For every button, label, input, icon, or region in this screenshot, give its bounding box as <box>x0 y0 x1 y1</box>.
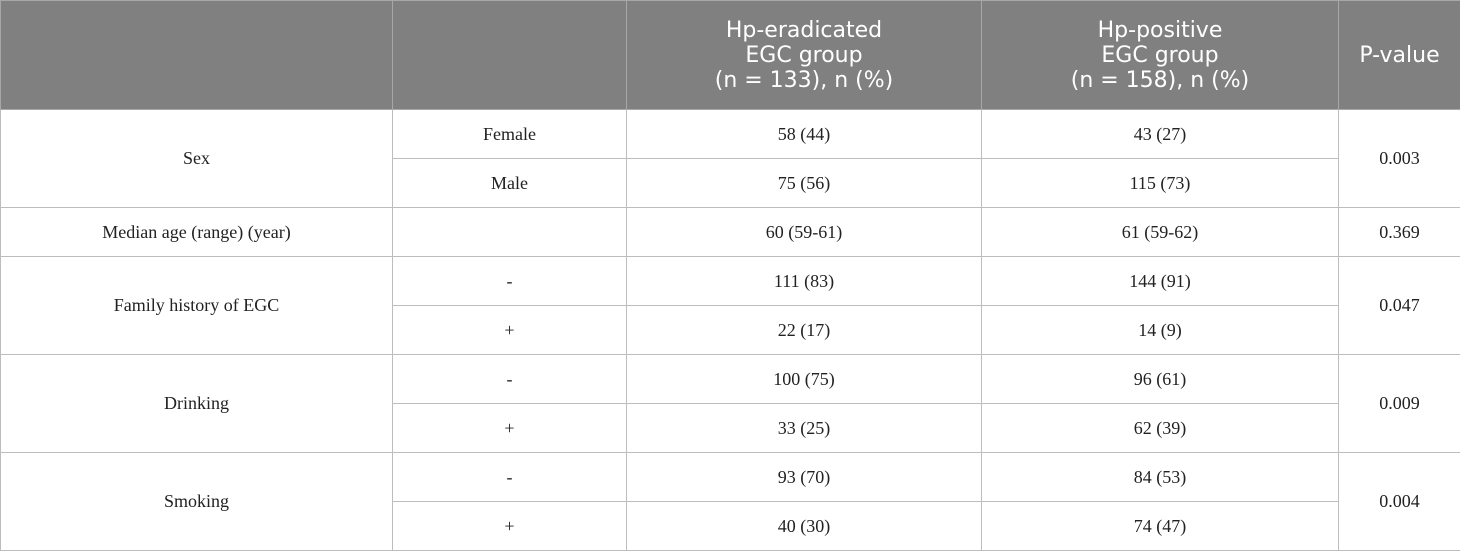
level-cell: Female <box>392 109 627 159</box>
level-cell: Male <box>392 158 627 208</box>
eradicated-cell: 75 (56) <box>626 158 982 208</box>
positive-cell: 14 (9) <box>981 305 1339 355</box>
table-row: Median age (range) (year) 60 (59-61) 61 (5… <box>0 207 1460 257</box>
table-row: Male 75 (56) 115 (73) <box>1 158 1460 208</box>
positive-cell: 115 (73) <box>981 158 1339 208</box>
level-cell: + <box>392 403 627 453</box>
eradicated-cell: 33 (25) <box>626 403 982 453</box>
level-cell <box>392 207 627 257</box>
table-body: Sex Female 58 (44) 43 (27) 0.003 Male 75 (56) 1… <box>0 109 1460 551</box>
group-label: Family history of EGC <box>0 256 393 355</box>
positive-cell: 96 (61) <box>981 354 1339 404</box>
table-row: +40 (30) 74 (47) <box>1 501 1460 551</box>
positive-cell: 43 (27) <box>981 109 1339 159</box>
header-line: Hp-eradicated <box>725 17 883 43</box>
eradicated-cell: 111 (83) <box>626 256 982 306</box>
group-label: Median age (range) (year) <box>0 207 393 257</box>
header-line: (n = 158), n (%) <box>1070 67 1250 93</box>
group-label: Sex <box>0 109 393 208</box>
positive-cell: 144 (91) <box>981 256 1339 306</box>
header-line: EGC group <box>745 42 863 68</box>
table-row: Family history of EGC -111 (83) 144 (91) 0.… <box>0 256 1460 355</box>
header-line: Hp-positive <box>1097 17 1223 43</box>
eradicated-cell: 60 (59-61) <box>626 207 982 257</box>
eradicated-cell: 40 (30) <box>626 501 982 551</box>
header-row: Hp-eradicated EGC group (n = 133), n (%) H… <box>0 0 1460 110</box>
table-row: Sex Female 58 (44) 43 (27) 0.003 <box>0 109 1460 208</box>
header-cell <box>0 0 393 110</box>
header-cell <box>392 0 627 110</box>
table-row: Smoking -93 (70) 84 (53) 0.004 <box>0 452 1460 551</box>
table-row: +22 (17) 14 (9) <box>1 305 1460 355</box>
eradicated-cell: 22 (17) <box>626 305 982 355</box>
level-cell: + <box>392 501 627 551</box>
header-line: EGC group <box>1101 42 1219 68</box>
positive-cell: 61 (59-62) <box>981 207 1339 257</box>
group-label: Smoking <box>0 452 393 551</box>
level-cell: - <box>392 256 627 306</box>
positive-cell: 74 (47) <box>981 501 1339 551</box>
eradicated-cell: 100 (75) <box>626 354 982 404</box>
p-value-cell: 0.047 <box>1338 256 1460 355</box>
header-cell: Hp-positive EGC group (n = 158), n (%) <box>981 0 1339 110</box>
p-value-cell: 0.369 <box>1338 207 1460 257</box>
p-value-cell: 0.004 <box>1338 452 1460 551</box>
level-cell: + <box>392 305 627 355</box>
header-cell: Hp-eradicated EGC group (n = 133), n (%) <box>626 0 982 110</box>
level-cell: - <box>392 354 627 404</box>
level-cell: - <box>392 452 627 502</box>
p-value-cell: 0.009 <box>1338 354 1460 453</box>
positive-cell: 62 (39) <box>981 403 1339 453</box>
header-cell: P-value <box>1338 0 1460 110</box>
group-label: Drinking <box>0 354 393 453</box>
positive-cell: 84 (53) <box>981 452 1339 502</box>
table-row: +33 (25) 62 (39) <box>1 403 1460 453</box>
header-line: (n = 133), n (%) <box>714 67 894 93</box>
eradicated-cell: 93 (70) <box>626 452 982 502</box>
table-row: Drinking -100 (75) 96 (61) 0.009 <box>0 354 1460 453</box>
eradicated-cell: 58 (44) <box>626 109 982 159</box>
p-value-cell: 0.003 <box>1338 109 1460 208</box>
